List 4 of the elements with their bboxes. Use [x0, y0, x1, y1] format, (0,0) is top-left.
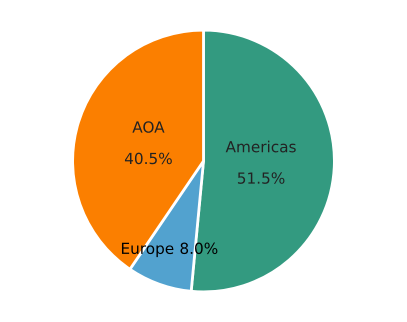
data-label: 51.5% [238, 172, 284, 184]
slice-label: Americas [226, 140, 296, 152]
slice-label: AOA [132, 121, 165, 133]
data-label: 40.5% [124, 152, 172, 164]
